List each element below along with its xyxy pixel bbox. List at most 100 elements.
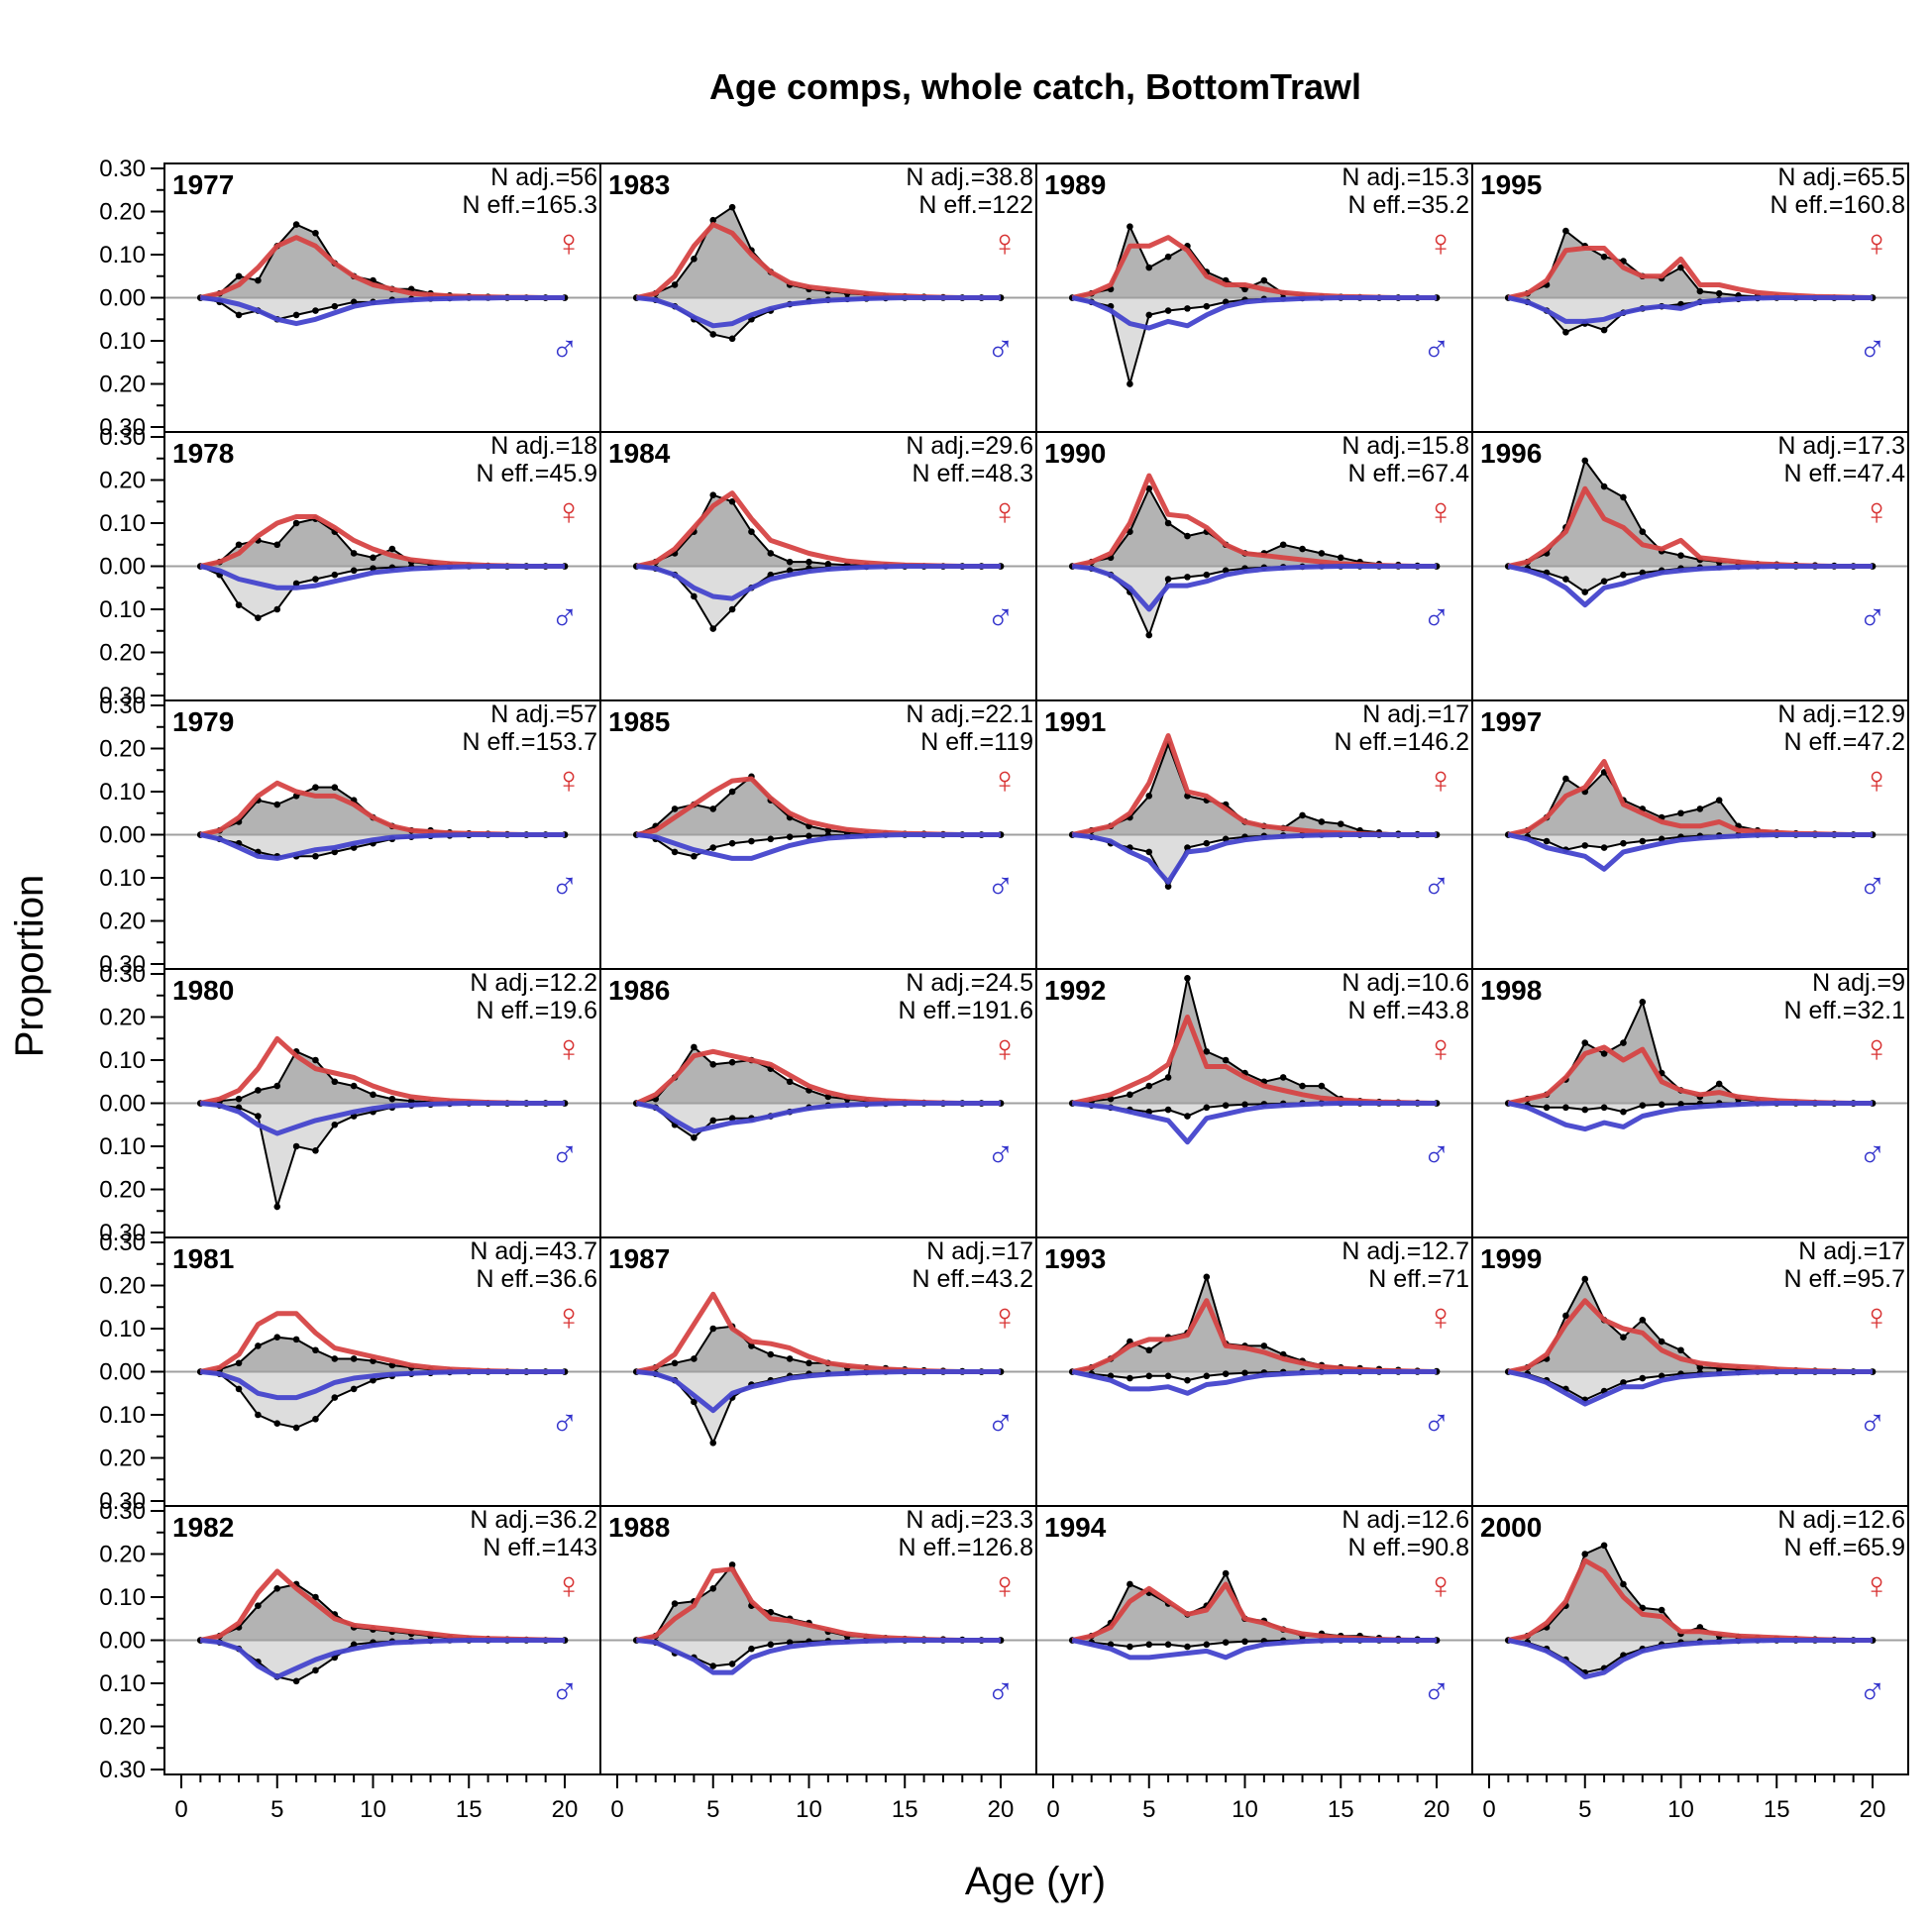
n-eff-prefix: N eff.=	[463, 191, 536, 219]
x-tick-label: 10	[796, 1796, 822, 1823]
n-eff-label: N eff.=36.6	[476, 1265, 597, 1293]
male-observed-point	[1203, 302, 1211, 310]
male-observed-area	[1072, 1640, 1437, 1647]
male-observed-area	[200, 297, 566, 320]
female-symbol: ♀	[1863, 1297, 1891, 1339]
female-observed-point	[728, 1561, 736, 1568]
female-observed-point	[1184, 975, 1191, 982]
female-symbol: ♀	[1427, 1565, 1455, 1607]
panel-year-label: 1981	[172, 1243, 234, 1274]
n-eff-label: N eff.=153.7	[463, 728, 597, 756]
female-observed-point	[1715, 289, 1723, 297]
female-observed-point	[1145, 484, 1153, 492]
female-symbol: ♀	[1863, 1028, 1891, 1070]
male-expected-line	[1507, 1638, 1873, 1679]
male-expected-line	[199, 832, 565, 861]
female-observed-point	[1184, 532, 1191, 540]
n-eff-value: 32.1	[1857, 997, 1905, 1024]
chart-title: Age comps, whole catch, BottomTrawl	[709, 66, 1361, 107]
female-observed-area	[1072, 488, 1437, 567]
male-observed-point	[709, 844, 717, 851]
female-observed-point	[1337, 554, 1344, 562]
male-observed-area	[200, 566, 566, 618]
female-observed-point	[1279, 541, 1287, 549]
female-observed-point	[1145, 1346, 1153, 1354]
female-observed-point	[1145, 264, 1153, 271]
male-observed-point	[786, 833, 794, 840]
n-eff-prefix: N eff.=	[476, 997, 549, 1024]
panel-1977: 1977 N adj.=56N eff.=165.3♀♂	[163, 162, 601, 433]
male-observed-point	[1600, 326, 1608, 334]
male-observed-area	[1072, 1371, 1437, 1381]
panel-1980: 1980 N adj.=12.2N eff.=19.6 ♀ ♂	[163, 968, 601, 1238]
n-eff-value: 19.6	[549, 997, 597, 1024]
n-adj-label: N adj.=12.2	[470, 969, 597, 997]
n-adj-value: 17	[1006, 1237, 1033, 1265]
n-eff-prefix: N eff.=	[483, 1534, 556, 1561]
x-tick-label: 10	[1667, 1796, 1694, 1823]
male-symbol: ♂	[551, 1134, 580, 1176]
male-observed-point	[1145, 1641, 1153, 1649]
female-observed-point	[1127, 1091, 1133, 1099]
male-symbol: ♂	[1859, 329, 1887, 371]
y-tick-label: 0.00	[99, 285, 146, 312]
female-observed-point	[1658, 1338, 1665, 1345]
male-expected-line	[1507, 832, 1873, 872]
y-tick-label: 0.10	[99, 1402, 146, 1429]
male-observed-area	[1508, 1640, 1873, 1673]
male-observed-area	[636, 1371, 1001, 1444]
n-adj-value: 57	[570, 700, 597, 728]
n-adj-value: 12.6	[1857, 1506, 1905, 1534]
male-expected-line	[200, 1638, 565, 1679]
n-eff-value: 95.7	[1857, 1265, 1905, 1293]
n-eff-value: 43.8	[1421, 997, 1469, 1024]
n-adj-value: 12.2	[549, 969, 597, 997]
male-observed-area	[636, 1103, 1001, 1138]
female-symbol: ♀	[555, 1297, 584, 1339]
y-tick-label: 0.30	[99, 961, 146, 988]
n-adj-label: N adj.=9	[1812, 969, 1905, 997]
female-observed-point	[1127, 1580, 1133, 1588]
female-observed-point	[273, 801, 281, 808]
n-adj-value: 22.1	[985, 700, 1033, 728]
male-observed-point	[1222, 1370, 1230, 1377]
male-observed-area	[1072, 566, 1437, 636]
female-observed-area	[1072, 1573, 1437, 1641]
n-adj-value: 36.2	[549, 1506, 597, 1534]
female-observed-point	[388, 545, 396, 553]
male-observed-point	[1222, 1639, 1230, 1646]
female-observed-point	[1696, 805, 1704, 812]
male-observed-area	[636, 1640, 1001, 1666]
panel-year-label: 1987	[608, 1243, 670, 1274]
male-expected-line	[636, 832, 1001, 861]
male-observed-point	[1581, 842, 1589, 849]
n-adj-value: 24.5	[985, 969, 1033, 997]
female-observed-area	[1508, 231, 1873, 298]
n-adj-prefix: N adj.=	[490, 163, 570, 191]
male-observed-point	[709, 625, 717, 632]
female-symbol: ♀	[555, 760, 584, 802]
n-adj-label: N adj.=56	[490, 163, 597, 191]
male-observed-point	[1164, 1641, 1172, 1649]
y-tick-label: 0.20	[99, 372, 146, 398]
male-observed-area	[200, 834, 566, 857]
y-tick-label: 0.20	[99, 1273, 146, 1300]
n-adj-prefix: N adj.=	[1798, 1237, 1878, 1265]
female-symbol: ♀	[991, 1297, 1020, 1339]
male-symbol: ♂	[551, 597, 580, 639]
y-tick-label: 0.10	[99, 328, 146, 355]
male-observed-point	[312, 852, 319, 860]
n-eff-label: N eff.=165.3	[463, 191, 597, 219]
panel-1994: 1994 N adj.=12.6N eff.=90.8 ♀ ♂	[1035, 1505, 1473, 1775]
x-tick-label: 15	[1328, 1796, 1354, 1823]
x-tick-label: 0	[1482, 1796, 1495, 1823]
female-observed-point	[1562, 1312, 1569, 1320]
male-observed-point	[312, 576, 319, 583]
female-observed-point	[691, 1355, 698, 1362]
female-observed-point	[709, 216, 717, 224]
panel-year-label: 1998	[1480, 975, 1542, 1006]
female-observed-point	[1715, 797, 1723, 804]
n-eff-label: N eff.=160.8	[1771, 191, 1905, 219]
male-observed-point	[1127, 1643, 1133, 1651]
female-observed-point	[235, 272, 243, 280]
